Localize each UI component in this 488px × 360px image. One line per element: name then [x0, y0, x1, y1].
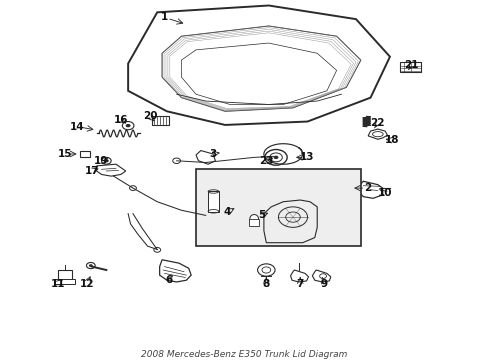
- Text: 7: 7: [296, 279, 304, 289]
- Text: 2: 2: [364, 183, 371, 193]
- Text: 10: 10: [377, 188, 391, 198]
- Text: 4: 4: [224, 207, 231, 217]
- Text: 18: 18: [385, 135, 399, 145]
- Text: 5: 5: [257, 210, 264, 220]
- Text: 20: 20: [142, 111, 157, 121]
- Text: 2008 Mercedes-Benz E350 Trunk Lid Diagram: 2008 Mercedes-Benz E350 Trunk Lid Diagra…: [141, 350, 347, 359]
- Text: 6: 6: [165, 275, 173, 285]
- Text: 17: 17: [84, 166, 99, 176]
- Text: 8: 8: [262, 279, 269, 289]
- Text: 3: 3: [209, 149, 216, 159]
- Bar: [55, 279, 75, 284]
- Bar: [208, 192, 218, 212]
- Ellipse shape: [249, 215, 258, 223]
- Text: 11: 11: [50, 279, 65, 289]
- Circle shape: [103, 159, 108, 162]
- Circle shape: [154, 247, 160, 252]
- Text: 1: 1: [161, 13, 168, 22]
- Text: 14: 14: [70, 122, 84, 132]
- Circle shape: [129, 186, 136, 190]
- Text: 13: 13: [300, 152, 314, 162]
- Bar: [58, 270, 72, 280]
- Text: 21: 21: [404, 60, 418, 70]
- Circle shape: [273, 156, 278, 159]
- Text: 16: 16: [113, 115, 128, 125]
- Bar: [399, 62, 421, 72]
- Circle shape: [125, 124, 130, 127]
- Text: 19: 19: [94, 156, 108, 166]
- Text: 23: 23: [259, 156, 273, 166]
- Bar: [152, 116, 169, 125]
- Text: 22: 22: [370, 118, 384, 128]
- Bar: [196, 169, 360, 246]
- Circle shape: [89, 264, 93, 267]
- Text: 15: 15: [58, 149, 72, 159]
- Bar: [80, 151, 90, 157]
- Text: 9: 9: [320, 279, 327, 289]
- Circle shape: [264, 149, 286, 165]
- Bar: [249, 219, 259, 226]
- Text: 12: 12: [80, 279, 94, 289]
